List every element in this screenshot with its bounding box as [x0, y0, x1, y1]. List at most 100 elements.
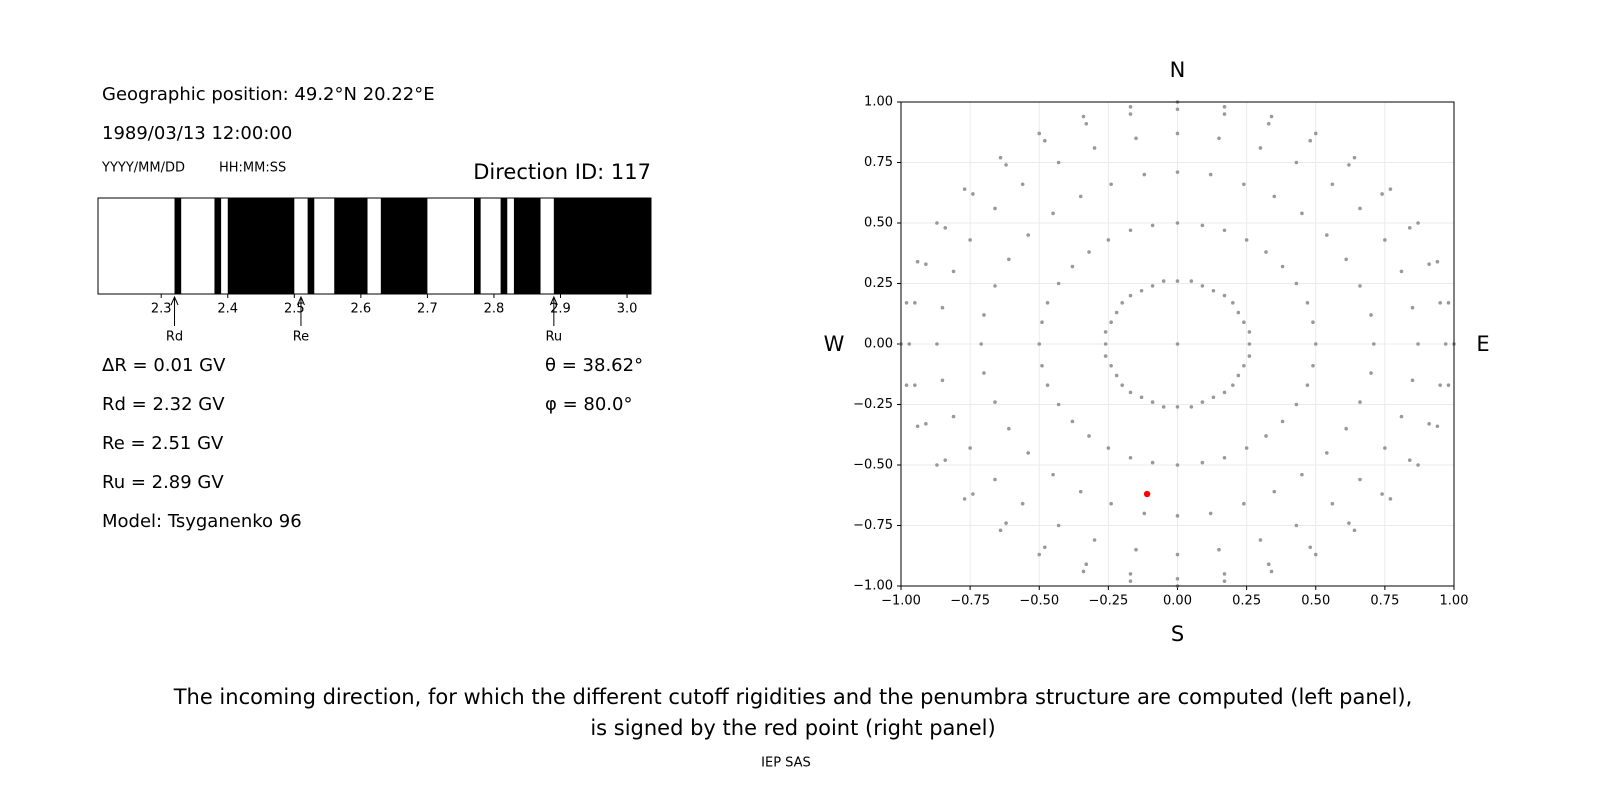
direction-id: Direction ID: 117: [473, 160, 651, 184]
direction-point: [1435, 259, 1440, 264]
direction-point: [1427, 262, 1431, 266]
direction-point: [971, 192, 975, 196]
arrow-head: [549, 295, 558, 306]
compass-label: S: [1171, 622, 1184, 646]
direction-point: [1247, 330, 1252, 334]
y-tick-label: 1.00: [864, 95, 893, 110]
direction-point: [1175, 514, 1180, 518]
direction-point: [1380, 192, 1384, 196]
direction-point: [1388, 497, 1393, 501]
direction-point: [935, 463, 939, 467]
direction-point: [1308, 545, 1313, 550]
direction-point: [1280, 419, 1285, 424]
direction-point: [1128, 228, 1133, 233]
direction-point: [1272, 489, 1277, 494]
direction-point: [1231, 383, 1235, 387]
direction-point: [1128, 455, 1133, 460]
plot-frame: [97, 197, 652, 295]
direction-point: [1222, 112, 1227, 116]
compass-label: E: [1476, 332, 1489, 356]
direction-point: [1020, 501, 1025, 506]
direction-point: [1114, 310, 1119, 315]
direction-point: [1109, 363, 1113, 368]
direction-point: [924, 262, 928, 266]
theta: θ = 38.62°: [545, 355, 643, 376]
direction-point: [1128, 579, 1133, 583]
direction-point: [1051, 211, 1055, 216]
direction-point: [1189, 405, 1194, 409]
direction-point: [1344, 257, 1348, 262]
direction-point: [971, 492, 975, 496]
direction-point: [1330, 182, 1335, 187]
direction-point: [1175, 221, 1180, 225]
direction-point: [1222, 572, 1227, 576]
direction-point: [1399, 269, 1404, 274]
direction-point: [904, 301, 909, 305]
direction-point: [1416, 342, 1420, 346]
direction-point: [1222, 293, 1227, 298]
direction-point: [1258, 146, 1263, 150]
direction-point: [943, 458, 948, 462]
direction-point: [1272, 194, 1277, 199]
direction-point: [1208, 511, 1213, 516]
direction-point: [1087, 434, 1091, 438]
direction-point: [1109, 501, 1113, 506]
x-tick-label: 2.7: [417, 302, 438, 317]
direction-point: [1175, 463, 1180, 467]
x-tick-label: 0.50: [1301, 594, 1330, 609]
direction-point: [1222, 390, 1227, 395]
direction-point: [1294, 281, 1299, 286]
direction-point: [1407, 226, 1412, 230]
direction-point: [1208, 172, 1213, 177]
direction-point: [951, 269, 956, 274]
direction-point: [1092, 538, 1097, 542]
result: ΔR = 0.01 GV: [102, 355, 226, 376]
direction-point: [1347, 521, 1351, 525]
direction-point: [1380, 492, 1384, 496]
direction-point: [1330, 501, 1335, 506]
direction-point: [1211, 288, 1216, 293]
direction-point: [1109, 182, 1113, 187]
direction-point: [1269, 114, 1274, 119]
direction-point: [1175, 552, 1180, 557]
direction-point: [1383, 446, 1387, 450]
compass-label: N: [1170, 58, 1186, 82]
caption: The incoming direction, for which the di…: [173, 685, 1413, 709]
direction-point: [915, 259, 920, 264]
result: Ru = 2.89 GV: [102, 472, 224, 493]
direction-point: [1040, 320, 1044, 325]
direction-point: [1004, 163, 1008, 167]
direction-point: [1128, 390, 1133, 395]
direction-point: [1217, 547, 1221, 552]
direction-point: [1175, 405, 1180, 409]
direction-point: [907, 342, 912, 346]
direction-point: [1372, 342, 1376, 346]
direction-point: [1078, 194, 1083, 199]
direction-point: [1427, 422, 1431, 426]
direction-point: [915, 424, 920, 429]
x-tick-label: 1.00: [1440, 594, 1469, 609]
direction-point: [1114, 373, 1119, 378]
forbidden-band: [380, 198, 428, 294]
direction-point: [1300, 211, 1304, 216]
x-tick-label: −0.75: [950, 594, 990, 609]
direction-point: [1266, 121, 1271, 126]
direction-point: [998, 528, 1003, 533]
direction-point: [982, 371, 986, 375]
direction-point: [940, 305, 945, 310]
direction-point: [1150, 400, 1155, 404]
direction-point: [1103, 330, 1108, 334]
direction-point: [1081, 569, 1086, 574]
direction-point: [1007, 426, 1011, 431]
direction-point: [1103, 354, 1108, 358]
arrow-head: [297, 295, 305, 306]
direction-point: [1313, 552, 1318, 557]
direction-point: [1446, 383, 1451, 387]
direction-point: [1222, 455, 1227, 460]
direction-point: [1242, 320, 1246, 325]
direction-point: [1026, 233, 1030, 237]
position: Geographic position: 49.2°N 20.22°E: [102, 84, 435, 105]
forbidden-band: [227, 198, 295, 294]
direction-point: [1134, 136, 1138, 141]
direction-point: [951, 414, 956, 419]
